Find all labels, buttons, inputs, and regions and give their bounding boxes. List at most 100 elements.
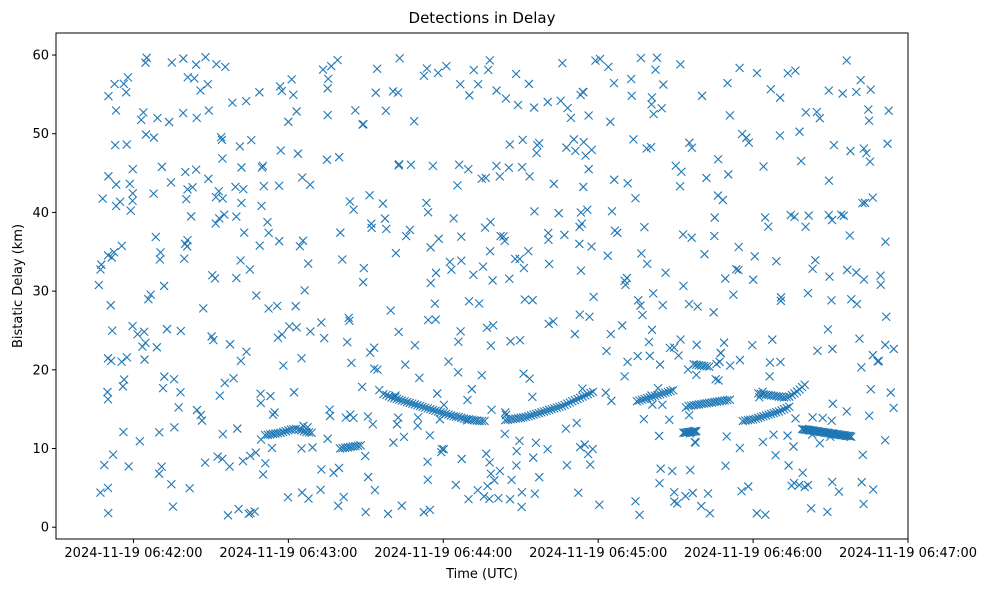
track-point [451, 412, 461, 422]
detection-point [104, 91, 113, 101]
track-point [583, 389, 593, 399]
track-point [555, 402, 564, 412]
y-tick-label: 50 [32, 127, 49, 142]
detection-point [369, 364, 379, 374]
detection-point [866, 85, 876, 95]
track-point [702, 361, 712, 371]
detection-point [197, 416, 207, 425]
track-point [573, 394, 582, 404]
detection-point [603, 62, 613, 72]
detection-point [211, 219, 221, 228]
detection-point [256, 398, 266, 408]
y-tick-label: 10 [32, 442, 49, 457]
detection-point [874, 356, 884, 366]
detection-point [108, 450, 118, 460]
track-point [304, 427, 314, 437]
detection-point [154, 427, 164, 437]
detection-point [889, 344, 899, 354]
y-tick-label: 30 [32, 285, 49, 300]
detection-point [349, 205, 358, 214]
detection-point [266, 391, 275, 401]
detection-point [169, 422, 179, 432]
track-point [689, 426, 699, 436]
detection-point [676, 335, 685, 344]
detection-point [295, 241, 305, 251]
detection-point [609, 175, 619, 185]
detection-point [851, 87, 861, 97]
detection-point [213, 452, 223, 462]
detection-point [344, 316, 354, 326]
detection-point [483, 481, 492, 491]
detection-point [481, 449, 491, 459]
detection-point [359, 119, 368, 129]
detection-point [433, 68, 443, 78]
detection-point [323, 110, 333, 120]
detection-point [463, 395, 472, 405]
detection-point [482, 323, 492, 333]
detection-point [576, 208, 586, 217]
detection-point [305, 180, 315, 190]
detection-point [495, 171, 505, 181]
detection-point [117, 241, 127, 251]
detection-point [676, 167, 686, 177]
detection-point [109, 247, 119, 257]
detection-point [373, 365, 382, 375]
detection-point [602, 346, 611, 356]
detection-point [308, 443, 317, 452]
detection-point [255, 241, 265, 251]
detection-point [829, 140, 839, 150]
detection-point [231, 212, 241, 221]
track-point [774, 407, 784, 416]
track-point [418, 402, 428, 412]
detection-point [453, 180, 462, 190]
detection-point [110, 140, 120, 150]
detection-point [769, 430, 778, 440]
detection-point [347, 358, 356, 368]
detection-point [283, 117, 293, 127]
track-point [637, 395, 647, 405]
detection-point [735, 443, 745, 453]
detection-point [484, 494, 494, 504]
detection-point [388, 438, 398, 447]
detection-point [855, 334, 864, 344]
detection-point [217, 454, 227, 464]
detection-point [278, 361, 288, 370]
detection-point [393, 88, 403, 97]
detection-point [178, 108, 188, 118]
track-point [549, 403, 559, 413]
detection-point [656, 464, 666, 474]
detection-point [646, 142, 656, 152]
detection-point [527, 392, 537, 402]
detection-point [144, 294, 153, 304]
detection-point [456, 326, 465, 336]
detection-point [543, 97, 553, 107]
detection-point [455, 79, 465, 89]
detection-point [588, 444, 598, 454]
detection-point [246, 135, 256, 145]
detection-point [211, 59, 221, 69]
detection-point [121, 87, 131, 97]
detection-point [188, 182, 197, 192]
detection-point [636, 301, 645, 310]
detection-point [834, 487, 844, 496]
detection-point [323, 74, 333, 84]
detection-point [238, 184, 248, 194]
y-tick-label: 20 [32, 363, 49, 378]
detection-point [218, 154, 227, 163]
detection-point [720, 274, 730, 283]
detection-point [759, 162, 768, 171]
detection-point [703, 489, 713, 498]
detection-point [159, 372, 169, 382]
detection-point [272, 301, 282, 311]
detection-point [128, 196, 137, 206]
detection-point [601, 388, 611, 398]
detection-point [865, 157, 875, 167]
track-point [428, 405, 438, 415]
track-point [642, 393, 652, 403]
detection-point [325, 411, 335, 421]
detection-point [381, 106, 391, 116]
track-point [777, 405, 786, 415]
detection-point [866, 384, 876, 394]
detection-point [136, 115, 146, 125]
